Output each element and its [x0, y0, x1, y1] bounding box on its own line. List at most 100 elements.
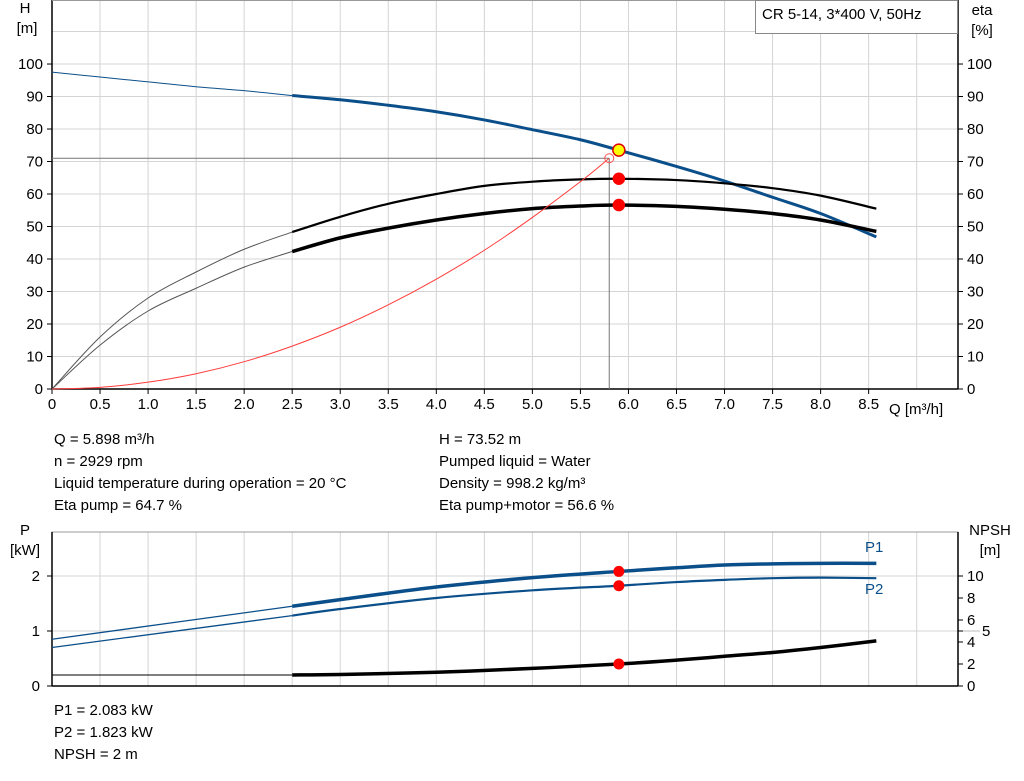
x-tick-label: 7.0	[714, 396, 735, 413]
P2-curve	[292, 576, 877, 617]
eta_pump_motor-curve	[291, 203, 877, 254]
h-tick-label: 80	[26, 121, 43, 138]
operating-point-marker	[612, 143, 626, 157]
h-tick-label: 90	[26, 89, 43, 106]
eta-tick-label: 100	[967, 56, 992, 73]
h-tick-label: 0	[35, 381, 43, 398]
h-tick-label: 50	[26, 219, 43, 236]
flow-readout: Q = 5.898 m³/h	[54, 431, 155, 448]
head-readout: H = 73.52 m	[439, 431, 522, 448]
H-curve	[292, 94, 877, 239]
info-bottom: P1 = 2.083 kW P2 = 1.823 kW NPSH = 2 m	[54, 700, 153, 766]
info-left: Q = 5.898 m³/h n = 2929 rpm Liquid tempe…	[54, 429, 346, 517]
x-tick-label: 0.5	[90, 396, 111, 413]
x-tick-label: 8.5	[858, 396, 879, 413]
eta-tick-label: 80	[967, 121, 984, 138]
npsh-tick-label: 0	[967, 678, 975, 695]
x-tick-label: 0	[48, 396, 56, 413]
x-tick-label: 8.0	[810, 396, 831, 413]
eta-tick-label: 50	[967, 219, 984, 236]
eta_pump-curve	[291, 177, 877, 234]
q-axis-label: Q [m³/h]	[889, 401, 943, 418]
eta-tick-label: 20	[967, 316, 984, 333]
x-tick-label: 1.5	[186, 396, 207, 413]
legend-box: CR 5-14, 3*400 V, 50Hz	[755, 0, 958, 34]
x-tick-label: 6.0	[618, 396, 639, 413]
eta_pump_motor-curve-extrapolated	[51, 251, 293, 390]
p-tick-label: 2	[32, 568, 40, 585]
chart-title: CR 5-14, 3*400 V, 50Hz	[762, 6, 922, 23]
eta-tick-label: 10	[967, 349, 984, 366]
speed-readout: n = 2929 rpm	[54, 453, 143, 470]
npsh-axis-unit: [m]	[980, 542, 1001, 559]
legend-frame	[755, 0, 958, 34]
temperature-readout: Liquid temperature during operation = 20…	[54, 475, 347, 492]
eta-tick-label: 90	[967, 89, 984, 106]
h-tick-label: 70	[26, 154, 43, 171]
npsh-tick-label: 2	[967, 656, 975, 673]
p1-series-label: P1	[865, 539, 883, 556]
operating-point-marker	[612, 198, 626, 212]
npsh-tick-label: 8	[967, 590, 975, 607]
eta-tick-label: 60	[967, 186, 984, 203]
eta-axis-unit: [%]	[971, 22, 993, 39]
p2-readout: P2 = 1.823 kW	[54, 724, 153, 741]
p-axis-unit: [kW]	[10, 542, 40, 559]
duty-point-marker	[604, 153, 615, 164]
x-tick-label: 5.5	[570, 396, 591, 413]
eta_pump-curve-extrapolated	[51, 231, 293, 390]
x-tick-label: 3.0	[330, 396, 351, 413]
plot-frame	[51, 531, 959, 687]
eta-pump-motor-readout: Eta pump+motor = 56.6 %	[439, 497, 615, 514]
h-tick-label: 100	[18, 56, 43, 73]
x-tick-label: 5.0	[522, 396, 543, 413]
p1-readout: P1 = 2.083 kW	[54, 702, 153, 719]
power-npsh-chart: 0 1 2 0 2 456 8 10	[32, 531, 990, 695]
npsh-tick-label: 10	[967, 568, 984, 585]
eta-tick-label: 30	[967, 284, 984, 301]
NPSH-curve	[292, 639, 877, 677]
P1-curve	[291, 561, 877, 608]
h-tick-label: 60	[26, 186, 43, 203]
head-efficiency-chart: 0 0.5 1.0 1.5 2.0 2.5 3.0 3.5 4.0 4.5 5.0 5.5 6.0 6.5…	[18, 0, 992, 413]
operating-point-marker	[613, 565, 625, 577]
npsh-axis-label: NPSH	[969, 522, 1011, 539]
npsh-tick-label: 5	[982, 623, 990, 640]
operating-point-marker	[612, 172, 626, 185]
eta-tick-label: 0	[967, 381, 975, 398]
x-tick-label: 1.0	[138, 396, 159, 413]
npsh-readout: NPSH = 2 m	[54, 746, 138, 763]
x-tick-label: 6.5	[666, 396, 687, 413]
p-tick-label: 0	[32, 678, 40, 695]
x-tick-label: 2.0	[234, 396, 255, 413]
eta-pump-readout: Eta pump = 64.7 %	[54, 497, 182, 514]
h-tick-label: 30	[26, 284, 43, 301]
x-tick-label: 4.0	[426, 396, 447, 413]
x-tick-label: 3.5	[378, 396, 399, 413]
P2-curve-extrapolated	[51, 614, 293, 649]
eta-tick-label: 70	[967, 154, 984, 171]
npsh-tick-label: 6	[967, 612, 975, 629]
H-curve-extrapolated	[51, 71, 293, 97]
p-axis-label: P	[20, 522, 30, 539]
p2-series-label: P2	[865, 581, 883, 598]
density-readout: Density = 998.2 kg/m³	[439, 475, 586, 492]
h-axis-unit: [m]	[17, 20, 38, 37]
eta-axis-label: eta	[972, 2, 994, 19]
x-tick-label: 4.5	[474, 396, 495, 413]
info-right: H = 73.52 m Pumped liquid = Water Densit…	[439, 429, 614, 517]
liquid-readout: Pumped liquid = Water	[439, 453, 591, 470]
x-tick-label: 7.5	[762, 396, 783, 413]
h-tick-label: 20	[26, 316, 43, 333]
system_curve-curve	[51, 157, 610, 390]
h-tick-label: 10	[26, 349, 43, 366]
p-tick-label: 1	[32, 623, 40, 640]
h-axis-label: H	[20, 0, 31, 17]
x-tick-label: 2.5	[282, 396, 303, 413]
h-tick-label: 40	[26, 251, 43, 268]
operating-point-marker	[613, 658, 625, 670]
npsh-tick-label: 4	[967, 634, 975, 651]
P1-curve-extrapolated	[51, 605, 293, 640]
eta-tick-label: 40	[967, 251, 984, 268]
